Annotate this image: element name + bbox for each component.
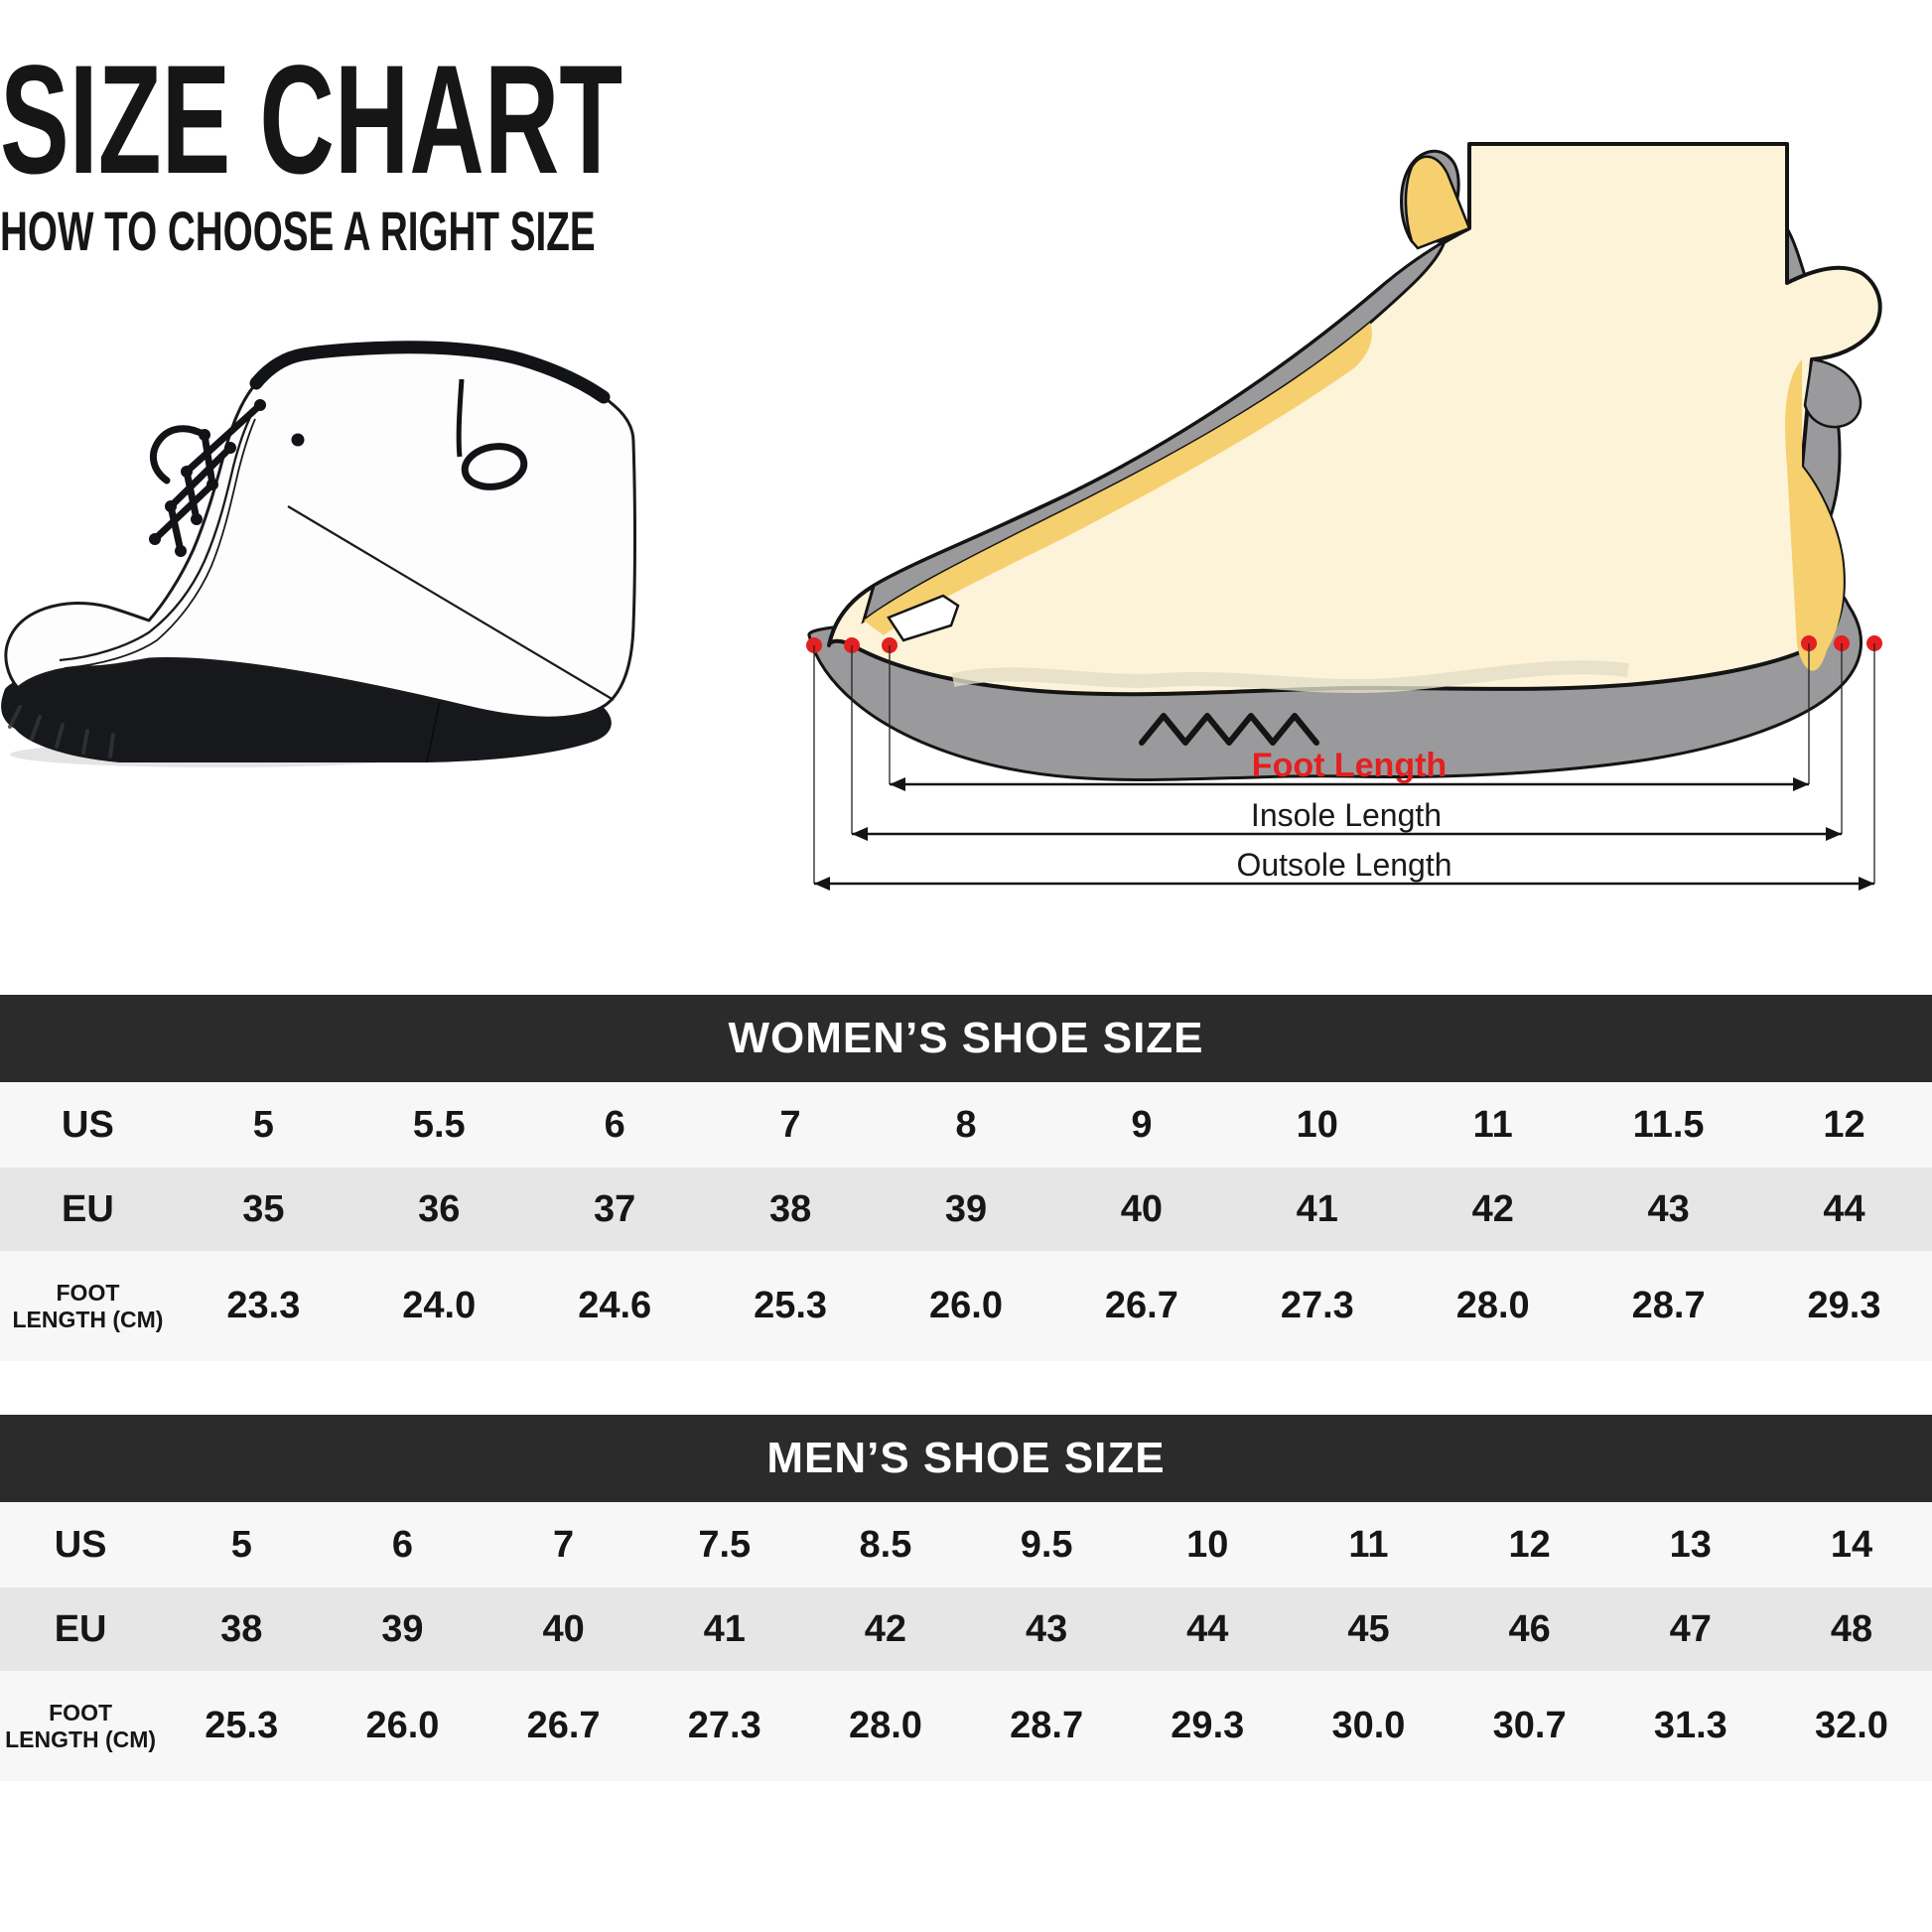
svg-text:Foot Length: Foot Length (1252, 747, 1447, 784)
svg-text:Outsole Length: Outsole Length (1236, 847, 1451, 883)
svg-text:Insole Length: Insole Length (1251, 797, 1442, 833)
